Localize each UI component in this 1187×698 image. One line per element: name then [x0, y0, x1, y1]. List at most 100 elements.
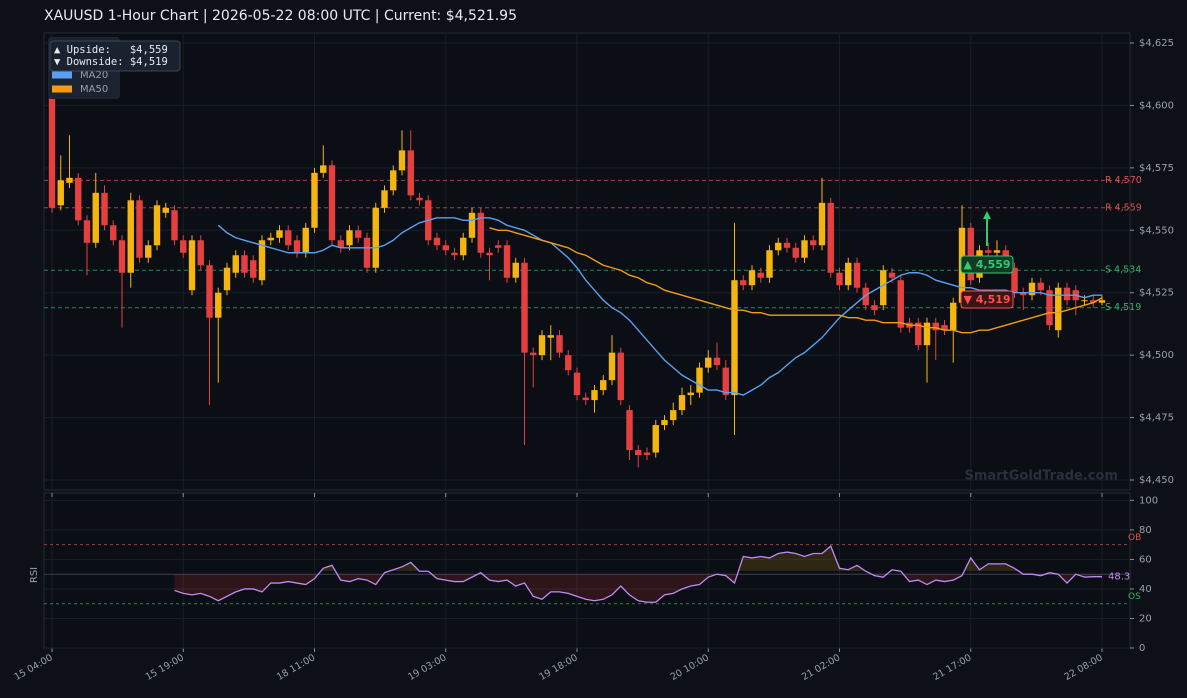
- candle-body: [503, 245, 511, 278]
- candle-body: [915, 322, 922, 346]
- candle-body: [162, 207, 169, 213]
- candle-body: [713, 357, 721, 366]
- candle-body: [57, 180, 64, 206]
- price-panel: [43, 32, 1131, 491]
- x-tick-label: 19 03:00: [406, 652, 448, 683]
- candle-body: [705, 357, 712, 368]
- candle-body: [337, 240, 344, 248]
- candle-body: [1063, 287, 1071, 301]
- info-downside: ▼ Downside: $4,519: [54, 56, 168, 68]
- candle-body: [241, 255, 248, 273]
- candle-body: [346, 230, 353, 246]
- candle-body: [153, 205, 161, 246]
- candle-body: [416, 197, 423, 201]
- candle-body: [328, 165, 336, 241]
- rsi-last-label: 48.3: [1108, 572, 1130, 583]
- candle-body: [687, 392, 694, 396]
- y-tick-label: $4,500: [1139, 350, 1174, 361]
- candle-body: [775, 242, 782, 251]
- rsi-line: [174, 545, 1102, 603]
- candle-body: [731, 280, 738, 396]
- annotation-label: ▲ 4,559: [963, 258, 1010, 271]
- candle-body: [608, 352, 616, 381]
- x-tick-label: 22 08:00: [1062, 652, 1104, 683]
- candle-body: [206, 265, 213, 318]
- candle-body: [670, 410, 677, 421]
- y-tick-label: $4,475: [1139, 413, 1174, 424]
- x-tick-label: 21 17:00: [931, 652, 973, 683]
- x-tick-label: 18 11:00: [275, 652, 317, 683]
- level-label: OB: [1128, 533, 1141, 543]
- candle-body: [897, 280, 904, 328]
- candle-body: [600, 380, 607, 391]
- y-tick-label: 20: [1139, 613, 1152, 624]
- candle-body: [993, 250, 1001, 253]
- candle-body: [66, 177, 73, 183]
- candle-body: [468, 212, 476, 238]
- legend-swatch: [52, 71, 72, 79]
- candle-body: [372, 207, 379, 268]
- annotation-box: [960, 255, 1014, 274]
- y-tick-label: $4,625: [1139, 38, 1174, 49]
- candle-body: [556, 335, 563, 353]
- candle-body: [932, 322, 939, 331]
- candle-body: [92, 192, 99, 243]
- candle-body: [495, 245, 502, 248]
- candle-body: [355, 230, 362, 238]
- annotation-label: ▼ 4,519: [963, 293, 1010, 306]
- rsi-fill-below: [174, 574, 1102, 603]
- candle-body: [888, 272, 896, 278]
- candle-body: [223, 267, 231, 291]
- candle-body: [678, 395, 686, 411]
- candle-body: [696, 367, 703, 393]
- candle-body: [75, 177, 82, 221]
- candle-body: [818, 202, 826, 246]
- candle-body: [521, 262, 528, 353]
- info-box: ▲ Upside: $4,559 ▼ Downside: $4,519: [49, 40, 181, 72]
- candle-body: [801, 240, 808, 258]
- candle-body: [101, 192, 108, 226]
- candle-body: [766, 250, 773, 278]
- candle-body: [188, 240, 196, 291]
- candle-body: [1037, 282, 1044, 291]
- candle-body: [1090, 300, 1097, 303]
- candle-body: [792, 247, 799, 258]
- candle-body: [1098, 300, 1106, 303]
- candle-body: [381, 190, 388, 208]
- candle-body: [110, 225, 117, 241]
- candle-body: [827, 202, 834, 273]
- rsi-axis-label: RSI: [29, 567, 40, 583]
- candle-body: [1020, 292, 1027, 296]
- candle-body: [285, 230, 292, 246]
- candle-body: [810, 240, 817, 246]
- candle-body: [862, 287, 869, 306]
- candle-body: [617, 352, 624, 401]
- candle-body: [407, 150, 414, 196]
- chart-title: XAUUSD 1-Hour Chart | 2026-05-22 08:00 U…: [44, 8, 517, 24]
- y-tick-label: $4,450: [1139, 475, 1174, 486]
- candle-body: [853, 262, 861, 288]
- candle-body: [661, 420, 668, 426]
- level-label: S 4,519: [1105, 302, 1141, 313]
- candle-body: [293, 240, 301, 253]
- candle-body: [626, 410, 633, 451]
- candle-body: [83, 220, 91, 243]
- candle-body: [547, 335, 554, 338]
- candle-body: [836, 272, 843, 286]
- watermark: SmartGoldTrade.com: [964, 469, 1118, 484]
- grid: [44, 33, 1134, 652]
- y-tick-label: 40: [1139, 584, 1152, 595]
- y-tick-label: 0: [1139, 643, 1145, 654]
- candle-body: [573, 372, 581, 396]
- candle-body: [643, 452, 651, 456]
- y-tick-label: 100: [1139, 495, 1158, 506]
- candle-body: [591, 390, 598, 401]
- candle-body: [1081, 300, 1088, 302]
- candle-body: [267, 237, 274, 241]
- candle-body: [1011, 267, 1018, 293]
- legend-label: MA50: [80, 84, 108, 95]
- candle-body: [652, 425, 659, 453]
- candle-body: [398, 150, 406, 171]
- level-label: S 4,534: [1105, 265, 1141, 276]
